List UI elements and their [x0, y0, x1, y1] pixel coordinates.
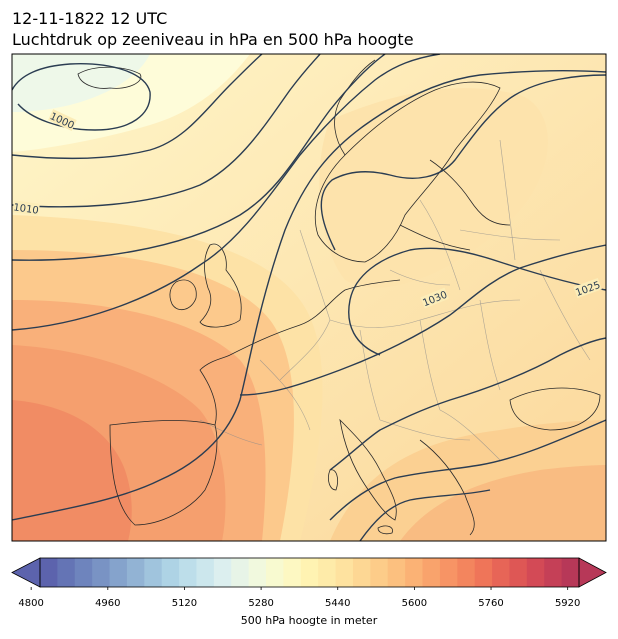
colorbar-segment	[370, 558, 389, 587]
colorbar-segment	[335, 558, 354, 587]
map-frame	[11, 53, 607, 542]
map-datetime: 12-11-1822 12 UTC	[12, 9, 168, 28]
colorbar-segment	[266, 558, 285, 587]
colorbar-segment	[422, 558, 441, 587]
isobar-label: 1010	[13, 202, 40, 216]
colorbar-segment	[40, 558, 58, 587]
colorbar-frame	[39, 557, 580, 588]
isobar-label-bg	[48, 109, 77, 132]
colorbar-tick-label: 4960	[95, 598, 121, 609]
isobar-1005	[12, 54, 263, 159]
colorbar-segment	[283, 558, 302, 587]
isobars	[12, 54, 606, 541]
colorbar-extend-low	[11, 557, 41, 588]
colorbar-tick-label: 5760	[478, 598, 504, 609]
isobar-label-bg	[420, 287, 449, 309]
colorbar-segment	[352, 558, 371, 587]
isobar-label-bg	[12, 200, 40, 216]
colorbar-segment	[509, 558, 528, 587]
colorbar	[11, 557, 607, 590]
colorbar-segment	[457, 558, 476, 587]
colorbar-extend-high	[578, 557, 607, 588]
colorbar-tick-label: 5440	[325, 598, 351, 609]
colorbar-segment	[526, 558, 545, 587]
colorbar-segment	[161, 558, 180, 587]
isobar-1015-south	[329, 419, 606, 521]
isobar-1010-south	[359, 489, 491, 541]
colorbar-tick-label: 5600	[401, 598, 428, 609]
colorbar-segment	[544, 558, 563, 587]
colorbar-tick-label: 4800	[18, 598, 44, 609]
colorbar-segment	[300, 558, 319, 587]
isobar-1022	[12, 70, 606, 521]
colorbar-segment	[561, 558, 580, 587]
isobar-1015	[12, 54, 386, 261]
isobar-1010	[12, 54, 321, 208]
colorbar-segment	[387, 558, 406, 587]
isobar-1030	[348, 247, 606, 356]
height-field-fill	[12, 54, 606, 541]
colorbar-tick-label: 5920	[554, 598, 581, 609]
colorbar-tick-label: 5280	[248, 598, 274, 609]
country-borders	[199, 139, 591, 461]
colorbar-segment	[231, 558, 250, 587]
colorbar-segment	[474, 558, 493, 587]
colorbar-segment	[492, 558, 511, 587]
colorbar-segment	[179, 558, 198, 587]
colorbar-segment	[57, 558, 76, 587]
colorbar-segment	[213, 558, 232, 587]
colorbar-segment	[144, 558, 163, 587]
colorbar-label: 500 hPa hoogte in meter	[240, 614, 378, 627]
isobar-1020-south	[329, 337, 606, 471]
colorbar-tick-label: 5120	[171, 598, 198, 609]
colorbar-segment	[439, 558, 458, 587]
colorbar-segment	[109, 558, 128, 587]
colorbar-segment	[405, 558, 424, 587]
colorbar-segment	[74, 558, 93, 587]
colorbar-segment	[92, 558, 111, 587]
isobar-label-bg	[573, 277, 602, 299]
isobar-1025b	[320, 74, 606, 251]
isobar-1025a	[239, 244, 606, 396]
isobar-1020	[12, 54, 441, 331]
coastlines	[77, 59, 601, 536]
colorbar-segment	[318, 558, 337, 587]
colorbar-segment	[248, 558, 267, 587]
map-title: Luchtdruk op zeeniveau in hPa en 500 hPa…	[12, 30, 414, 49]
colorbar-segment	[196, 558, 215, 587]
colorbar-segment	[126, 558, 145, 587]
